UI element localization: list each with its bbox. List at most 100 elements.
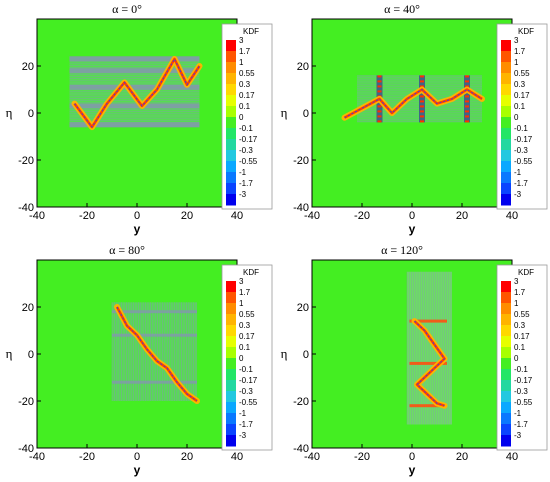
- legend-label: -0.3: [239, 146, 253, 155]
- column-marker: [420, 85, 424, 88]
- legend-swatch: [501, 40, 511, 52]
- legend-swatch: [501, 172, 511, 184]
- legend-label: 0.55: [239, 69, 255, 78]
- legend-label: -0.3: [514, 146, 528, 155]
- legend-label: 0.1: [514, 343, 526, 352]
- panel-title: α = 120°: [381, 243, 423, 257]
- legend-swatch: [226, 62, 236, 74]
- y-tick-label: 0: [28, 349, 34, 361]
- column-marker: [420, 100, 424, 103]
- legend-label: -0.3: [239, 387, 253, 396]
- legend-swatch: [226, 183, 236, 195]
- legend-swatch: [501, 303, 511, 315]
- x-tick-label: -20: [354, 210, 370, 222]
- y-axis-label: η: [6, 346, 13, 361]
- legend-swatch: [501, 358, 511, 370]
- legend-swatch: [501, 424, 511, 436]
- y-tick-label: -20: [293, 155, 309, 167]
- x-tick-label: 20: [456, 451, 468, 463]
- legend-swatch: [226, 413, 236, 425]
- legend-swatch: [501, 380, 511, 392]
- legend-title: KDF: [243, 268, 259, 277]
- legend-swatch: [501, 194, 511, 206]
- legend-swatch: [501, 435, 511, 447]
- x-tick-label: 0: [134, 451, 140, 463]
- legend-swatch: [501, 84, 511, 96]
- legend-swatch: [501, 106, 511, 118]
- legend-label: 1.7: [239, 47, 251, 56]
- x-tick-label: 40: [231, 451, 243, 463]
- legend-label: 0: [514, 354, 519, 363]
- y-tick-label: 0: [28, 108, 34, 120]
- x-axis-label: y: [134, 463, 141, 477]
- legend-swatch: [501, 325, 511, 337]
- band-stripe: [69, 68, 200, 74]
- legend-label: -1.7: [239, 179, 253, 188]
- panel-alpha-80: α = 80° -40 -20 0 20 40 -40 -20 0 20 y η KDF 3 1.7 1 0.5…: [0, 241, 275, 482]
- legend-label: 0.17: [514, 332, 530, 341]
- y-axis-label: η: [281, 346, 288, 361]
- y-tick-label: 20: [22, 61, 34, 73]
- legend-swatch: [226, 336, 236, 348]
- panel-title: α = 80°: [109, 243, 145, 257]
- legend-label: -3: [239, 190, 247, 199]
- legend-label: -0.17: [514, 376, 533, 385]
- y-tick-label: -40: [18, 202, 34, 214]
- legend-label: 3: [239, 36, 244, 45]
- legend-swatch: [501, 51, 511, 63]
- legend-swatch: [226, 325, 236, 337]
- legend-swatch: [226, 139, 236, 151]
- column-marker: [420, 80, 424, 83]
- y-tick-label: -40: [293, 443, 309, 455]
- legend-swatch: [501, 391, 511, 403]
- x-tick-label: 0: [134, 210, 140, 222]
- legend-swatch: [226, 117, 236, 129]
- panel-alpha-0: α = 0° -40 -20 0 20 40 -40 -20 0 20 y η KDF 3 1.7 1 0.55…: [0, 0, 275, 241]
- legend-label: -0.17: [514, 135, 533, 144]
- legend-swatch: [501, 117, 511, 129]
- column-marker: [420, 75, 424, 78]
- legend-swatch: [226, 51, 236, 63]
- x-tick-label: 20: [456, 210, 468, 222]
- column-marker: [377, 80, 382, 83]
- y-tick-label: 20: [297, 61, 309, 73]
- legend-label: 1: [239, 58, 244, 67]
- legend-label: 3: [514, 36, 519, 45]
- x-tick-label: 40: [506, 210, 518, 222]
- legend-label: -1: [514, 168, 522, 177]
- column-marker: [420, 120, 424, 123]
- band-stripe: [69, 122, 200, 128]
- column-marker: [377, 85, 382, 88]
- x-tick-label: -20: [354, 451, 370, 463]
- legend-swatch: [226, 303, 236, 315]
- legend-swatch: [501, 139, 511, 151]
- legend-label: 0.17: [514, 91, 530, 100]
- legend-swatch: [501, 402, 511, 414]
- wave-center: [74, 58, 200, 128]
- x-tick-label: 40: [231, 210, 243, 222]
- legend-label: -0.55: [514, 398, 533, 407]
- legend-label: 0.3: [239, 321, 251, 330]
- band-stripe: [112, 380, 197, 384]
- legend-swatch: [501, 347, 511, 359]
- y-tick-label: -20: [293, 396, 309, 408]
- legend-swatch: [226, 358, 236, 370]
- legend-label: 0.55: [239, 310, 255, 319]
- legend-swatch: [226, 347, 236, 359]
- legend-swatch: [226, 380, 236, 392]
- legend-label: 0.1: [239, 343, 251, 352]
- band-stripe: [69, 56, 200, 62]
- legend-label: 0.1: [239, 102, 251, 111]
- y-tick-label: 20: [22, 302, 34, 314]
- legend-swatch: [501, 281, 511, 293]
- legend-label: -0.55: [514, 157, 533, 166]
- column-marker: [465, 95, 469, 98]
- x-tick-label: -20: [79, 451, 95, 463]
- legend-label: -1.7: [239, 420, 253, 429]
- legend-swatch: [226, 435, 236, 447]
